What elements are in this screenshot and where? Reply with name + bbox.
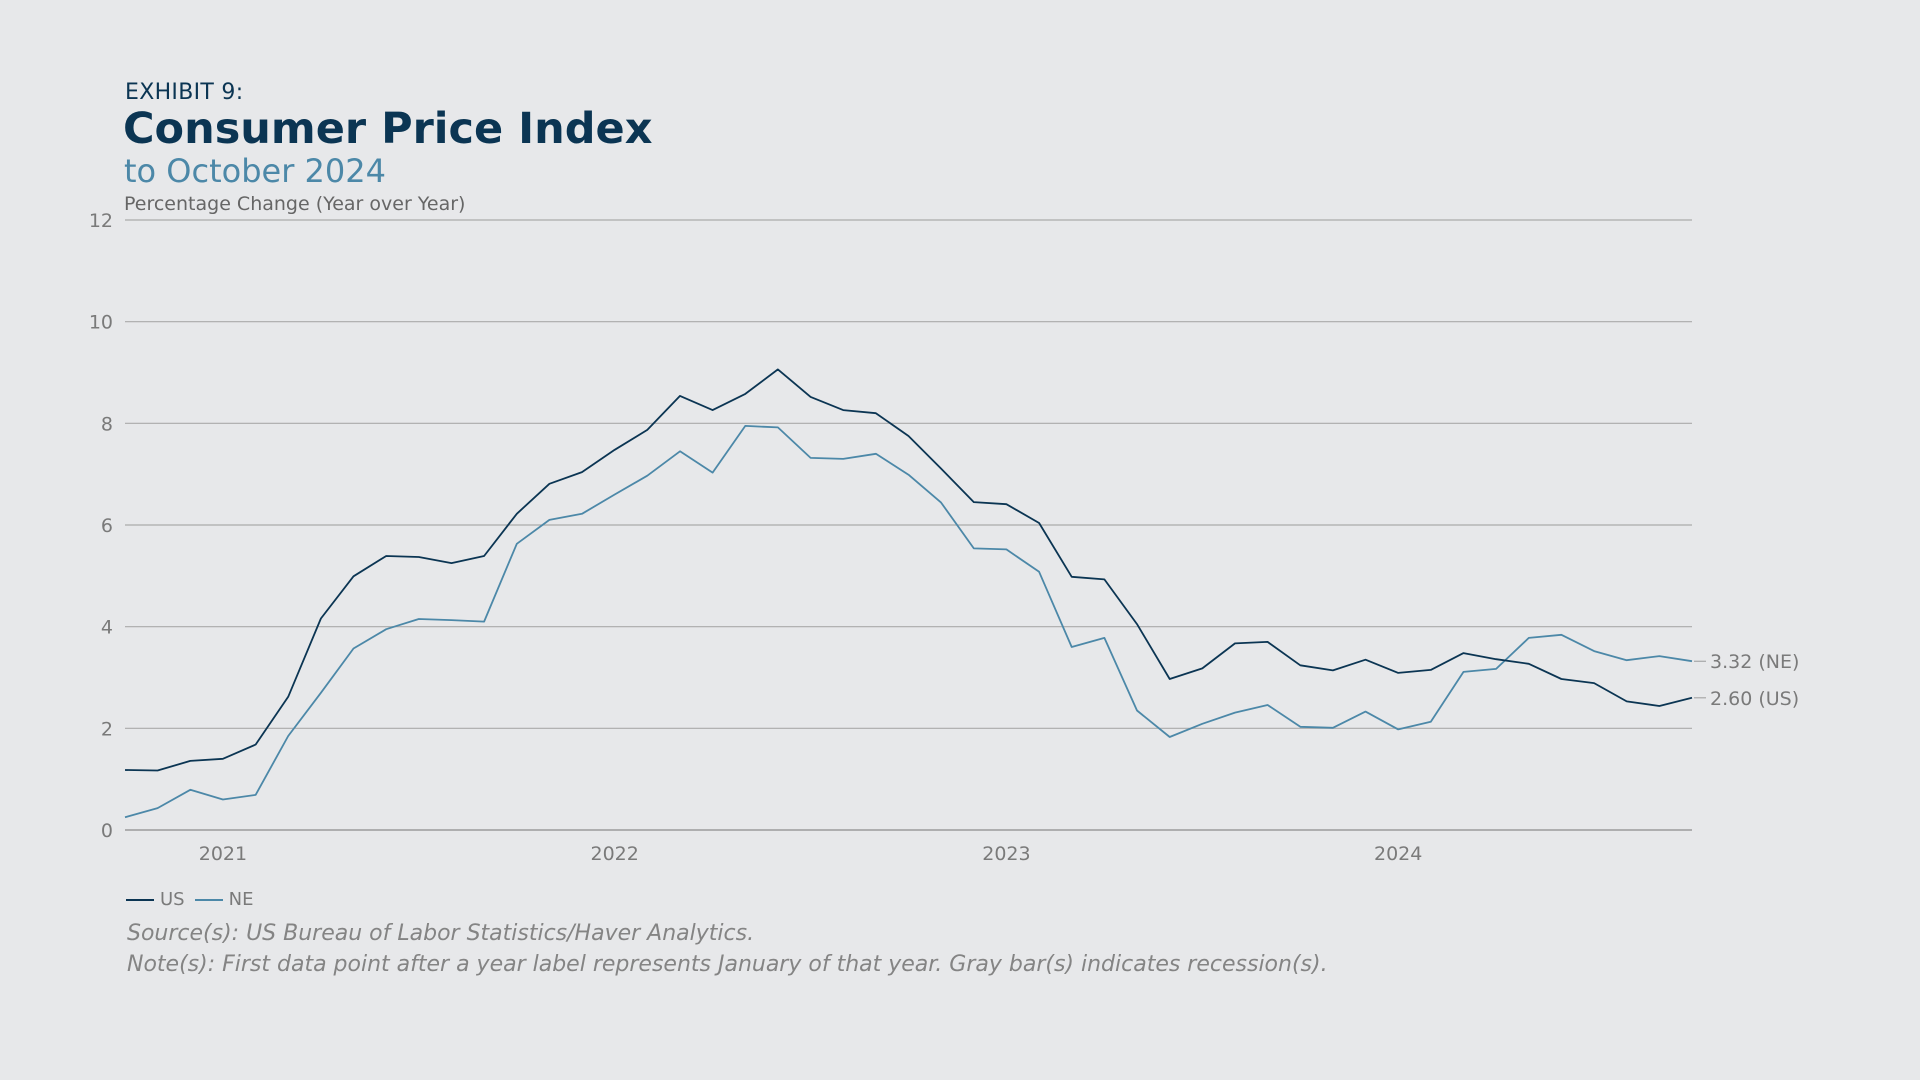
y-tick-label: 2 [101,718,113,740]
y-tick-label: 6 [101,515,113,537]
x-tick-labels: 2021 2022 2023 2024 [199,843,1423,865]
x-tick-label: 2022 [591,843,639,865]
footnote: Note(s): First data point after a year l… [127,952,1328,977]
source-note: Source(s): US Bureau of Labor Statistics… [127,921,755,946]
end-label-us: 2.60 (US) [1710,688,1799,710]
x-tick-label: 2021 [199,843,247,865]
end-label-ne: 3.32 (NE) [1710,651,1799,673]
legend-swatch-ne [194,898,223,901]
notes-block: Source(s): US Bureau of Labor Statistics… [127,918,1328,980]
legend-swatch-us [126,898,154,901]
y-tick-labels: 0 2 4 6 8 10 12 [89,210,113,842]
series-line-ne [124,424,1693,819]
grid-lines [125,219,1692,831]
legend-item-us: US [126,889,185,910]
chart-title: Consumer Price Index [123,104,653,154]
y-tick-label: 10 [89,312,113,334]
y-tick-label: 0 [101,820,113,842]
legend-label-ne: NE [228,889,254,910]
series-line-us [124,368,1693,772]
legend: US NE [126,889,263,910]
x-tick-label: 2024 [1374,843,1422,865]
legend-label-us: US [160,889,185,910]
legend-item-ne: NE [194,889,254,910]
x-tick-label: 2023 [982,843,1030,865]
chart-subtitle: to October 2024 [124,152,386,190]
y-tick-label: 4 [101,617,113,639]
exhibit-label: EXHIBIT 9: [125,80,244,105]
y-tick-label: 12 [89,210,113,232]
y-tick-label: 8 [101,413,113,435]
end-labels: 3.32 (NE) 2.60 (US) [1694,651,1799,710]
y-axis-label: Percentage Change (Year over Year) [124,193,466,215]
series-lines [124,368,1693,819]
